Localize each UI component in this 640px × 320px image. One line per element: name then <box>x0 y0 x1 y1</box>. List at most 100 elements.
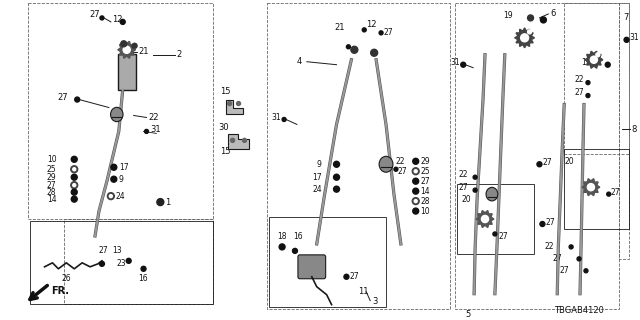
Bar <box>29 221 213 304</box>
Text: TBGAB4120: TBGAB4120 <box>554 306 604 315</box>
Text: 7: 7 <box>623 13 629 22</box>
Bar <box>269 217 386 307</box>
Circle shape <box>109 195 113 198</box>
Text: 16: 16 <box>293 232 303 242</box>
Polygon shape <box>476 211 494 228</box>
Circle shape <box>120 20 125 24</box>
Bar <box>28 3 213 219</box>
Circle shape <box>282 117 286 122</box>
Text: 22: 22 <box>396 157 405 166</box>
Circle shape <box>493 232 497 236</box>
Text: 28: 28 <box>420 196 430 206</box>
Circle shape <box>624 37 629 42</box>
Text: 15: 15 <box>220 147 230 156</box>
Circle shape <box>540 221 545 227</box>
Text: 22: 22 <box>574 75 584 84</box>
Text: 27: 27 <box>611 188 620 197</box>
Text: 24: 24 <box>312 185 322 194</box>
Text: 31: 31 <box>271 113 281 122</box>
Polygon shape <box>118 41 136 58</box>
Circle shape <box>108 193 115 200</box>
Circle shape <box>243 138 246 142</box>
Circle shape <box>413 208 419 214</box>
Text: 21: 21 <box>139 47 149 56</box>
Text: 27: 27 <box>58 93 68 102</box>
Text: 27: 27 <box>383 28 393 37</box>
Circle shape <box>413 178 419 184</box>
Polygon shape <box>582 179 600 196</box>
Circle shape <box>605 62 610 67</box>
Circle shape <box>414 200 417 203</box>
Text: 16: 16 <box>139 274 148 283</box>
Text: 23: 23 <box>116 259 127 268</box>
Circle shape <box>371 49 378 56</box>
Circle shape <box>292 248 298 253</box>
Circle shape <box>75 97 79 102</box>
Polygon shape <box>228 134 250 149</box>
Circle shape <box>237 101 241 106</box>
Circle shape <box>520 34 529 42</box>
Circle shape <box>473 175 477 179</box>
Circle shape <box>344 274 349 279</box>
Circle shape <box>413 188 419 194</box>
Circle shape <box>71 182 77 189</box>
Polygon shape <box>226 100 243 115</box>
Text: 20: 20 <box>461 195 471 204</box>
Text: 22: 22 <box>458 170 468 179</box>
Text: 2: 2 <box>176 50 181 59</box>
Circle shape <box>145 129 148 133</box>
Circle shape <box>100 16 104 20</box>
Text: 27: 27 <box>552 254 562 263</box>
Ellipse shape <box>486 188 498 201</box>
Bar <box>458 184 534 254</box>
Text: 1: 1 <box>165 197 170 207</box>
Circle shape <box>527 30 532 34</box>
Circle shape <box>540 17 547 23</box>
Circle shape <box>71 174 77 180</box>
Bar <box>65 219 213 304</box>
Circle shape <box>71 189 77 195</box>
Text: 27: 27 <box>420 177 430 186</box>
Text: 20: 20 <box>564 157 574 166</box>
Text: 22: 22 <box>545 242 554 252</box>
Text: 27: 27 <box>574 88 584 97</box>
Text: 13: 13 <box>112 246 122 255</box>
Circle shape <box>123 46 131 53</box>
Circle shape <box>157 199 164 205</box>
Circle shape <box>569 245 573 249</box>
Text: 27: 27 <box>499 232 509 242</box>
Text: 14: 14 <box>47 195 56 204</box>
Ellipse shape <box>111 107 123 122</box>
Circle shape <box>584 269 588 273</box>
Text: 25: 25 <box>420 167 430 176</box>
Bar <box>619 3 628 259</box>
Text: 17: 17 <box>119 163 129 172</box>
Text: 10: 10 <box>47 155 56 164</box>
Circle shape <box>230 138 235 142</box>
Circle shape <box>333 186 339 192</box>
Circle shape <box>351 46 358 53</box>
Bar <box>118 54 136 90</box>
Text: 21: 21 <box>335 23 345 32</box>
Text: 12: 12 <box>112 15 122 24</box>
Circle shape <box>362 28 366 32</box>
Bar <box>564 3 628 154</box>
Circle shape <box>99 261 104 266</box>
Circle shape <box>333 174 339 180</box>
Circle shape <box>537 162 542 167</box>
Polygon shape <box>585 51 603 68</box>
Circle shape <box>461 62 466 67</box>
Circle shape <box>111 164 116 170</box>
Circle shape <box>121 41 127 47</box>
Text: 4: 4 <box>297 57 302 66</box>
Text: 27: 27 <box>458 183 468 192</box>
Text: 29: 29 <box>420 157 430 166</box>
Text: 27: 27 <box>559 266 569 275</box>
Circle shape <box>590 56 598 63</box>
Text: 27: 27 <box>398 167 408 176</box>
Text: FR.: FR. <box>51 286 70 296</box>
Circle shape <box>412 198 419 204</box>
Text: 28: 28 <box>47 188 56 197</box>
FancyBboxPatch shape <box>298 255 326 279</box>
Text: 5: 5 <box>465 310 470 319</box>
